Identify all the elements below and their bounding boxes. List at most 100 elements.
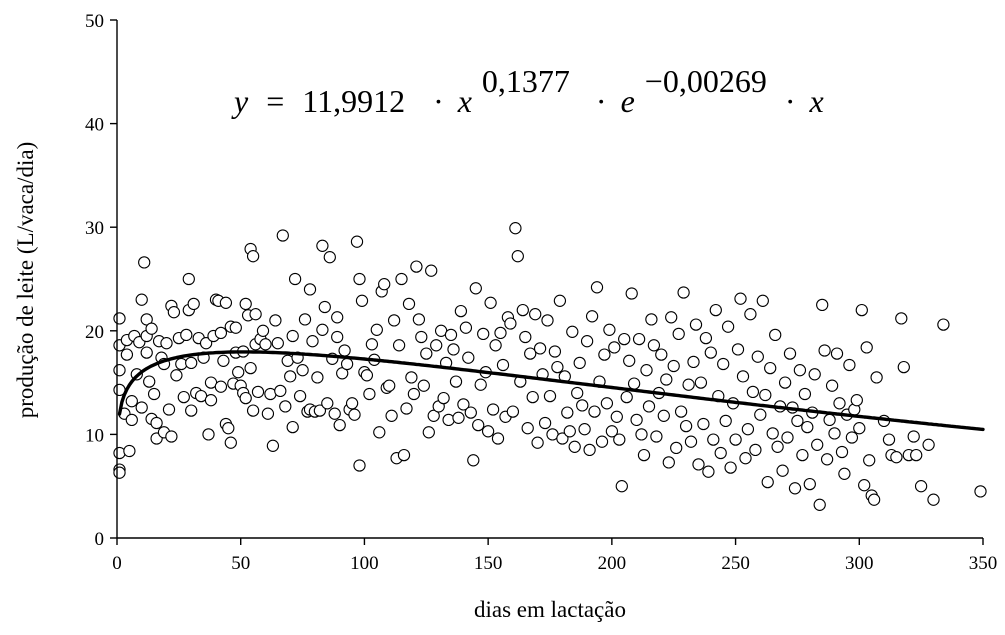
data-point [415,330,428,344]
data-point [845,431,859,444]
data-point [345,397,359,410]
data-point [529,308,542,321]
data-point [259,338,272,351]
data-point [202,428,215,441]
data-point [256,324,270,337]
data-point [276,229,289,242]
data-point [365,338,379,351]
data-point [665,311,678,324]
data-point [486,403,500,416]
data-point [682,378,695,391]
y-tick-label: 40 [85,115,104,136]
data-point [553,294,567,307]
data-point [590,281,604,294]
data-point [662,456,675,469]
data-point [167,306,181,319]
data-point [670,441,683,455]
x-axis-label: dias em lactação [474,597,626,622]
eq-equals: = [266,83,284,119]
data-point [350,235,364,248]
data-point [378,278,391,291]
data-points [113,222,987,511]
x-tick-label: 100 [350,553,379,574]
data-point [145,322,158,335]
data-point [776,464,789,477]
data-point [818,344,831,357]
data-point [635,428,648,441]
data-point [113,446,126,460]
data-point [566,325,579,338]
data-point [222,422,235,435]
data-point [618,332,631,346]
data-point [803,477,816,491]
data-point [316,323,329,336]
data-point [610,410,623,423]
data-point [578,423,591,436]
data-point [793,364,807,377]
data-point [397,448,411,462]
data-point [474,378,487,391]
data-point [524,347,537,360]
data-point [452,411,465,424]
data-point [447,343,460,356]
data-point [261,407,275,420]
data-point [608,341,621,354]
data-point [407,387,421,401]
data-point [457,398,470,411]
data-point [113,312,126,325]
data-point [699,331,713,345]
data-point [833,397,846,410]
data-point [684,435,698,448]
data-point [288,272,302,286]
data-point [162,403,176,416]
data-point [724,461,737,474]
eq-coef-a: 11,9912 [302,83,405,119]
x-tick-label: 0 [112,553,122,574]
data-point [623,354,636,367]
data-point [627,377,641,390]
data-point [170,369,183,382]
data-point [484,296,497,309]
data-point [412,313,426,326]
data-point [890,451,903,464]
y-tick-label: 30 [85,218,104,239]
data-point [717,357,730,371]
data-point [199,337,213,350]
fit-curve [117,350,985,432]
data-point [494,326,507,340]
data-point [296,364,309,377]
data-point [816,298,829,312]
data-point [769,328,782,342]
data-point [620,390,633,404]
data-point [937,318,950,331]
eq-exp-b: 0,1377 [482,63,570,99]
data-point [298,313,312,326]
data-point [576,399,589,412]
data-point [180,328,193,342]
data-point [585,310,599,323]
data-point [444,328,458,342]
data-point [667,359,680,373]
data-point [766,427,779,440]
data-point [561,406,574,419]
data-point [187,297,200,311]
data-point [113,466,126,479]
data-point [160,337,173,350]
data-point [481,425,495,438]
data-point [269,314,282,327]
data-point [360,369,374,382]
data-point [185,404,198,417]
data-point [286,420,299,434]
data-point [462,351,475,364]
data-point [246,404,260,417]
data-point [454,304,468,318]
data-point [120,348,134,361]
data-point [449,375,463,388]
data-point [469,282,482,295]
data-point [239,297,252,311]
data-point [761,475,774,489]
data-point [882,433,896,446]
x-tick-label: 250 [721,553,750,574]
data-point [580,335,594,348]
